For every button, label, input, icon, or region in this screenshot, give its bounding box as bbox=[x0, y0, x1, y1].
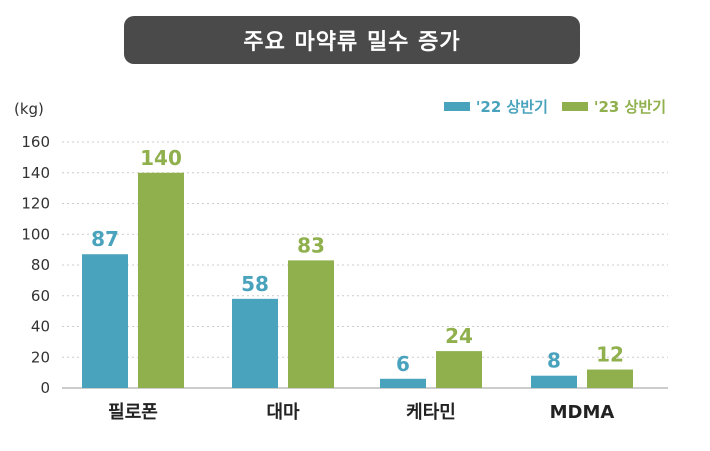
bar-2023 bbox=[138, 172, 184, 388]
legend-item-2023: '23 상반기 bbox=[561, 96, 666, 117]
bar-2022 bbox=[82, 254, 128, 388]
chart-title: 주요 마약류 밀수 증가 bbox=[243, 30, 461, 55]
x-category-label: 대마 bbox=[266, 402, 300, 423]
y-tick-label: 40 bbox=[31, 318, 50, 336]
data-label: 8 bbox=[547, 349, 561, 373]
data-label: 87 bbox=[91, 227, 119, 251]
bar-2023 bbox=[587, 369, 633, 388]
legend-label-2023: '23 상반기 bbox=[593, 98, 666, 116]
y-tick-label: 80 bbox=[31, 256, 50, 274]
y-tick-label: 100 bbox=[21, 225, 50, 243]
y-tick-label: 140 bbox=[21, 164, 50, 182]
bar-2023 bbox=[436, 351, 482, 388]
bar-2023 bbox=[288, 260, 334, 388]
bar-2022 bbox=[380, 378, 426, 388]
legend-item-2022: '22 상반기 bbox=[443, 96, 548, 117]
data-label: 24 bbox=[445, 324, 473, 348]
data-label: 58 bbox=[241, 272, 269, 296]
data-label: 140 bbox=[140, 146, 182, 170]
y-tick-label: 160 bbox=[21, 133, 50, 151]
y-unit-label: (kg) bbox=[14, 100, 44, 118]
data-label: 12 bbox=[596, 343, 624, 367]
x-category-label: 필로폰 bbox=[108, 402, 158, 423]
title-banner: 주요 마약류 밀수 증가 bbox=[124, 16, 580, 64]
legend: '22 상반기 '23 상반기 bbox=[443, 96, 666, 117]
legend-swatch-2022 bbox=[443, 102, 470, 111]
bar-2022 bbox=[531, 375, 577, 388]
x-category-label: 케타민 bbox=[406, 402, 456, 423]
legend-swatch-2023 bbox=[561, 102, 588, 111]
x-category-label: MDMA bbox=[550, 402, 615, 423]
y-tick-label: 60 bbox=[31, 287, 50, 305]
data-label: 83 bbox=[297, 233, 325, 257]
y-tick-label: 20 bbox=[31, 348, 50, 366]
y-tick-label: 120 bbox=[21, 195, 50, 213]
legend-label-2022: '22 상반기 bbox=[475, 98, 548, 116]
y-tick-label: 0 bbox=[40, 379, 50, 397]
data-label: 6 bbox=[396, 352, 410, 376]
bar-2022 bbox=[232, 298, 278, 388]
